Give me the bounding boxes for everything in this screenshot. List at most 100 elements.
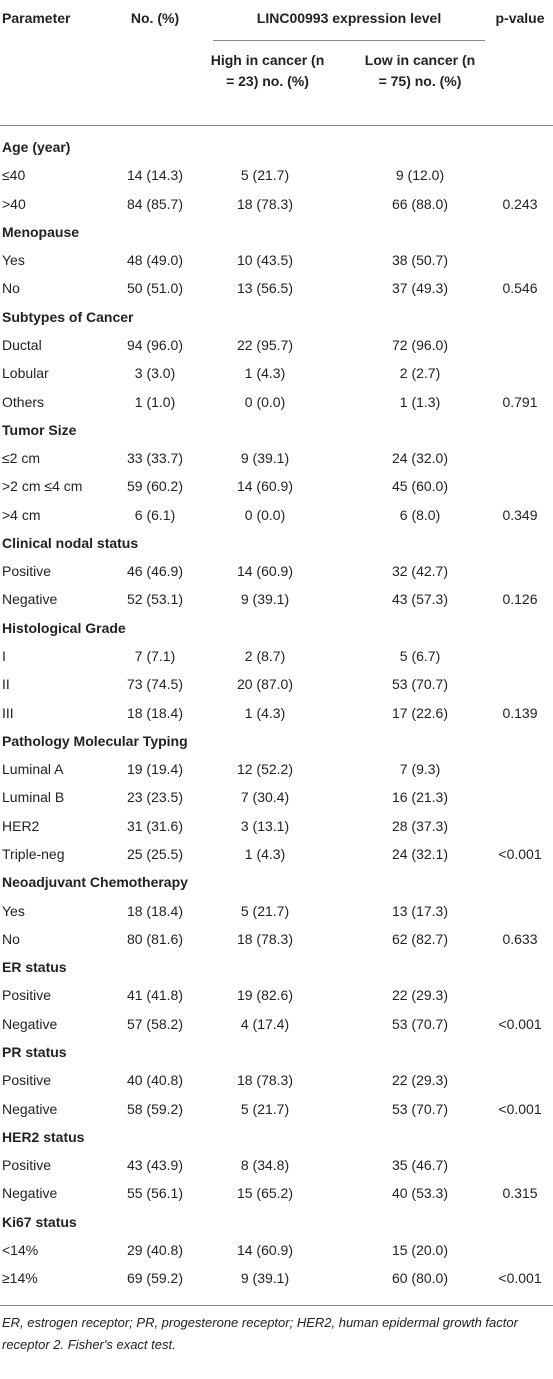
row-label: Positive xyxy=(2,563,52,580)
cell: 19 (19.4) xyxy=(126,761,184,778)
cell: 5 (6.7) xyxy=(399,648,441,665)
header-high: High in cancer (n = 23) no. (%) xyxy=(210,52,325,89)
cell: 73 (74.5) xyxy=(126,676,184,693)
row-label: II xyxy=(2,676,10,693)
cell: 13 (17.3) xyxy=(391,902,449,919)
row-label: Positive xyxy=(2,987,52,1004)
group-title: Subtypes of Cancer xyxy=(2,308,134,325)
group-title: Histological Grade xyxy=(2,619,126,636)
cell: 40 (40.8) xyxy=(126,1072,184,1089)
cell: 18 (78.3) xyxy=(236,1072,294,1089)
cell: 9 (39.1) xyxy=(240,591,290,608)
cell: 52 (53.1) xyxy=(126,591,184,608)
cell: 14 (60.9) xyxy=(236,563,294,580)
cell: 0.243 xyxy=(502,195,538,212)
row-label: Yes xyxy=(2,252,25,269)
row-label: HER2 xyxy=(2,817,40,834)
group-title: Clinical nodal status xyxy=(2,534,139,551)
cell: 0 (0.0) xyxy=(244,393,286,410)
row-label: I xyxy=(2,648,6,665)
cell: 5 (21.7) xyxy=(240,167,290,184)
cell: 3 (3.0) xyxy=(134,365,176,382)
cell: 33 (33.7) xyxy=(126,450,184,467)
cell: 22 (95.7) xyxy=(236,336,294,353)
cell: 45 (60.0) xyxy=(391,478,449,495)
cell: 53 (70.7) xyxy=(391,1015,449,1032)
row-label: Ductal xyxy=(2,336,42,353)
cell: 60 (80.0) xyxy=(391,1270,449,1287)
cell: 35 (46.7) xyxy=(391,1157,449,1174)
cell: 46 (46.9) xyxy=(126,563,184,580)
row-label: Luminal A xyxy=(2,761,64,778)
cell: 14 (14.3) xyxy=(126,167,184,184)
group-title: Ki67 status xyxy=(2,1213,77,1230)
cell: 37 (49.3) xyxy=(391,280,449,297)
cell: 5 (21.7) xyxy=(240,902,290,919)
row-label: Luminal B xyxy=(2,789,65,806)
row-label: Negative xyxy=(2,1015,58,1032)
cell: 9 (39.1) xyxy=(240,1270,290,1287)
cell: 1 (1.0) xyxy=(134,393,176,410)
header-bottom-rule xyxy=(0,125,553,126)
cell: 69 (59.2) xyxy=(126,1270,184,1287)
cell: 22 (29.3) xyxy=(391,987,449,1004)
row-label: Negative xyxy=(2,1100,58,1117)
cell: <0.001 xyxy=(498,1270,542,1287)
cell: 18 (18.4) xyxy=(126,902,184,919)
cell: 29 (40.8) xyxy=(126,1241,184,1258)
group-title: HER2 status xyxy=(2,1128,85,1145)
cell: 0.349 xyxy=(502,506,538,523)
cell: 15 (65.2) xyxy=(236,1185,294,1202)
cell: 53 (70.7) xyxy=(391,676,449,693)
header-rule xyxy=(213,40,485,41)
cell: 32 (42.7) xyxy=(391,563,449,580)
cell: 16 (21.3) xyxy=(391,789,449,806)
cell: 4 (17.4) xyxy=(240,1015,290,1032)
cell: 6 (8.0) xyxy=(399,506,441,523)
cell: 17 (22.6) xyxy=(391,704,449,721)
cell: 66 (88.0) xyxy=(391,195,449,212)
group-title: ER status xyxy=(2,959,67,976)
cell: 15 (20.0) xyxy=(391,1241,449,1258)
footnote: ER, estrogen receptor; PR, progesterone … xyxy=(2,1315,518,1352)
cell: 28 (37.3) xyxy=(391,817,449,834)
header-p: p-value xyxy=(495,10,545,26)
cell: 31 (31.6) xyxy=(126,817,184,834)
cell: 0.139 xyxy=(502,704,538,721)
cell: 0.315 xyxy=(502,1185,538,1202)
cell: 14 (60.9) xyxy=(236,1241,294,1258)
cell: 43 (43.9) xyxy=(126,1157,184,1174)
cell: 1 (1.3) xyxy=(399,393,441,410)
cell: 7 (9.3) xyxy=(399,761,441,778)
cell: 0.633 xyxy=(502,930,538,947)
cell: 72 (96.0) xyxy=(391,336,449,353)
cell: 0.546 xyxy=(502,280,538,297)
cell: 5 (21.7) xyxy=(240,1100,290,1117)
group-title: Tumor Size xyxy=(2,421,77,438)
cell: 7 (7.1) xyxy=(134,648,176,665)
row-label: III xyxy=(2,704,14,721)
group-title: Age (year) xyxy=(2,139,71,155)
row-label: Lobular xyxy=(2,365,49,382)
row-label: Negative xyxy=(2,591,58,608)
row-label: >4 cm xyxy=(2,506,41,523)
cell: <0.001 xyxy=(498,1015,542,1032)
cell: 1 (4.3) xyxy=(244,365,286,382)
group-title: PR status xyxy=(2,1043,67,1060)
row-label: Triple-neg xyxy=(2,846,65,862)
row-label: ≤40 xyxy=(2,167,26,184)
cell: 40 (53.3) xyxy=(391,1185,449,1202)
cell: 8 (34.8) xyxy=(240,1157,290,1174)
header-expression: LINC00993 expression level xyxy=(256,10,442,26)
cell: 23 (23.5) xyxy=(126,789,184,806)
cell: 24 (32.0) xyxy=(391,450,449,467)
group-title: Neoadjuvant Chemotherapy xyxy=(2,874,188,891)
cell: 1 (4.3) xyxy=(244,846,286,862)
cell: 1 (4.3) xyxy=(244,704,286,721)
cell: 6 (6.1) xyxy=(134,506,176,523)
cell: <0.001 xyxy=(498,846,542,862)
cell: 18 (18.4) xyxy=(126,704,184,721)
group-title: Menopause xyxy=(2,223,80,240)
cell: 9 (12.0) xyxy=(395,167,445,184)
cell: 84 (85.7) xyxy=(126,195,184,212)
